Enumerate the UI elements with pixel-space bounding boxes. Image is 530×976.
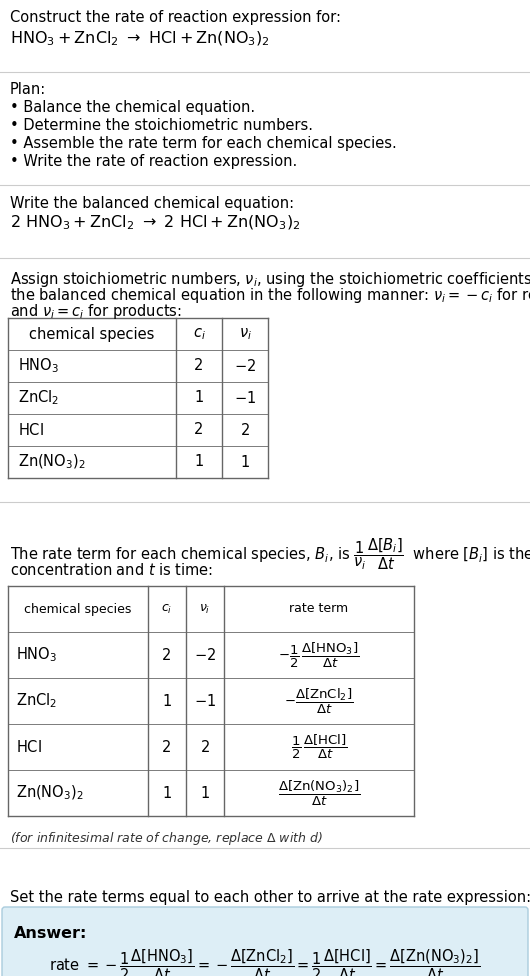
Text: rate term: rate term [289, 602, 349, 616]
Text: $-\dfrac{1}{2}\,\dfrac{\Delta[\mathrm{HNO_3}]}{\Delta t}$: $-\dfrac{1}{2}\,\dfrac{\Delta[\mathrm{HN… [278, 640, 360, 670]
Text: $\mathrm{HNO_3 + ZnCl_2\ \rightarrow\ HCl + Zn(NO_3)_2}$: $\mathrm{HNO_3 + ZnCl_2\ \rightarrow\ HC… [10, 30, 270, 49]
Text: 2: 2 [195, 423, 204, 437]
Text: Construct the rate of reaction expression for:: Construct the rate of reaction expressio… [10, 10, 341, 25]
Text: $\mathrm{HCl}$: $\mathrm{HCl}$ [16, 739, 42, 755]
Text: $\mathrm{ZnCl_2}$: $\mathrm{ZnCl_2}$ [18, 388, 59, 407]
FancyBboxPatch shape [2, 907, 528, 976]
Text: $c_i$: $c_i$ [192, 326, 206, 342]
Text: • Determine the stoichiometric numbers.: • Determine the stoichiometric numbers. [10, 118, 313, 133]
Text: concentration and $t$ is time:: concentration and $t$ is time: [10, 562, 213, 578]
Text: 1: 1 [195, 455, 204, 469]
Text: $-\dfrac{\Delta[\mathrm{ZnCl_2}]}{\Delta t}$: $-\dfrac{\Delta[\mathrm{ZnCl_2}]}{\Delta… [285, 686, 354, 715]
Text: $\mathrm{ZnCl_2}$: $\mathrm{ZnCl_2}$ [16, 692, 57, 711]
Text: (for infinitesimal rate of change, replace $\Delta$ with $d$): (for infinitesimal rate of change, repla… [10, 830, 323, 847]
Text: Set the rate terms equal to each other to arrive at the rate expression:: Set the rate terms equal to each other t… [10, 890, 530, 905]
Text: 1: 1 [162, 786, 172, 800]
Text: $\dfrac{\Delta[\mathrm{Zn(NO_3)_2}]}{\Delta t}$: $\dfrac{\Delta[\mathrm{Zn(NO_3)_2}]}{\De… [278, 779, 360, 807]
Text: $2$: $2$ [240, 422, 250, 438]
Text: Write the balanced chemical equation:: Write the balanced chemical equation: [10, 196, 294, 211]
Text: 2: 2 [162, 740, 172, 754]
Text: rate $= -\dfrac{1}{2}\dfrac{\Delta[\mathrm{HNO_3}]}{\Delta t}= -\dfrac{\Delta[\m: rate $= -\dfrac{1}{2}\dfrac{\Delta[\math… [49, 948, 481, 976]
Text: $\mathrm{2\ HNO_3 + ZnCl_2\ \rightarrow\ 2\ HCl + Zn(NO_3)_2}$: $\mathrm{2\ HNO_3 + ZnCl_2\ \rightarrow\… [10, 214, 301, 232]
Text: $-1$: $-1$ [234, 390, 256, 406]
Text: $\mathrm{HCl}$: $\mathrm{HCl}$ [18, 422, 44, 438]
Text: $\dfrac{1}{2}\,\dfrac{\Delta[\mathrm{HCl}]}{\Delta t}$: $\dfrac{1}{2}\,\dfrac{\Delta[\mathrm{HCl… [291, 733, 347, 761]
Text: $1$: $1$ [240, 454, 250, 470]
Text: chemical species: chemical species [29, 327, 155, 342]
Text: $-1$: $-1$ [194, 693, 216, 709]
Text: $\nu_i$: $\nu_i$ [238, 326, 251, 342]
Text: and $\nu_i = c_i$ for products:: and $\nu_i = c_i$ for products: [10, 302, 182, 321]
Text: • Write the rate of reaction expression.: • Write the rate of reaction expression. [10, 154, 297, 169]
Text: • Assemble the rate term for each chemical species.: • Assemble the rate term for each chemic… [10, 136, 397, 151]
Text: Assign stoichiometric numbers, $\nu_i$, using the stoichiometric coefficients, $: Assign stoichiometric numbers, $\nu_i$, … [10, 270, 530, 289]
Text: 2: 2 [162, 647, 172, 663]
Text: 2: 2 [195, 358, 204, 374]
Text: Answer:: Answer: [14, 926, 87, 941]
Text: Plan:: Plan: [10, 82, 46, 97]
Text: • Balance the chemical equation.: • Balance the chemical equation. [10, 100, 255, 115]
Text: $-2$: $-2$ [234, 358, 256, 374]
Text: chemical species: chemical species [24, 602, 131, 616]
Text: 1: 1 [195, 390, 204, 405]
Text: the balanced chemical equation in the following manner: $\nu_i = -c_i$ for react: the balanced chemical equation in the fo… [10, 286, 530, 305]
Text: $\mathrm{Zn(NO_3)_2}$: $\mathrm{Zn(NO_3)_2}$ [16, 784, 84, 802]
Text: The rate term for each chemical species, $B_i$, is $\dfrac{1}{\nu_i}\dfrac{\Delt: The rate term for each chemical species,… [10, 536, 530, 572]
Text: $2$: $2$ [200, 739, 210, 755]
Text: $1$: $1$ [200, 785, 210, 801]
Text: $\nu_i$: $\nu_i$ [199, 602, 211, 616]
Text: $\mathrm{HNO_3}$: $\mathrm{HNO_3}$ [18, 356, 59, 376]
Text: $c_i$: $c_i$ [161, 602, 173, 616]
Text: $\mathrm{HNO_3}$: $\mathrm{HNO_3}$ [16, 646, 57, 665]
Text: $-2$: $-2$ [194, 647, 216, 663]
Text: $\mathrm{Zn(NO_3)_2}$: $\mathrm{Zn(NO_3)_2}$ [18, 453, 86, 471]
Text: 1: 1 [162, 694, 172, 709]
